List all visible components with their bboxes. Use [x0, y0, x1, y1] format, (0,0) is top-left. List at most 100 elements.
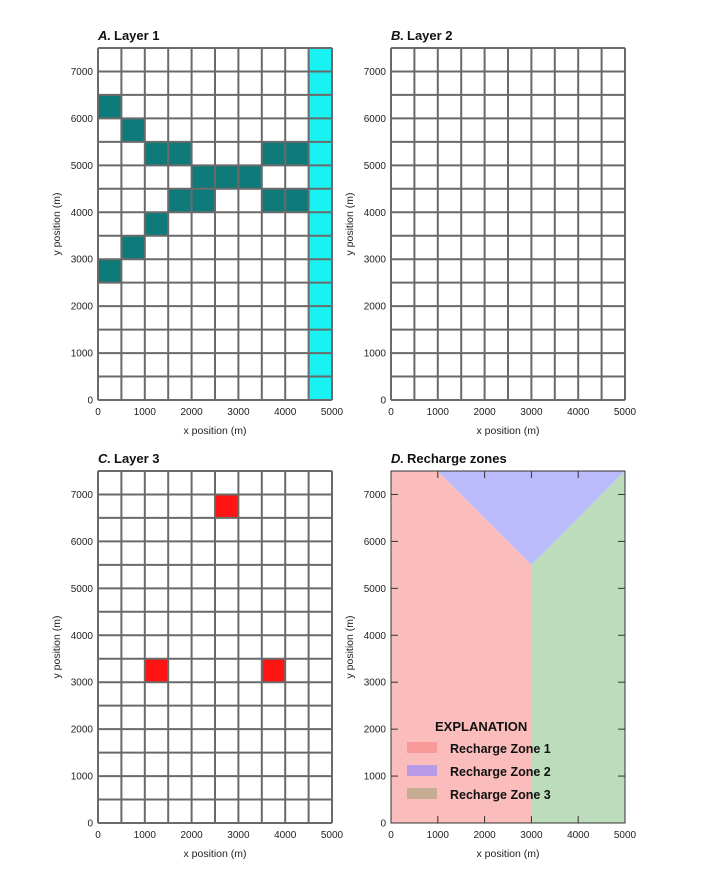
y-axis-label: y position (m): [51, 192, 63, 255]
x-tick-label: 0: [388, 830, 394, 841]
y-tick-label: 5000: [71, 584, 94, 595]
panel-letter: C.: [98, 451, 111, 466]
cyan-cell: [308, 118, 332, 142]
red-cell: [261, 658, 286, 683]
y-axis-label: y position (m): [344, 192, 356, 255]
teal-cell: [215, 165, 239, 189]
legend-swatch-zone-2: [407, 765, 437, 776]
x-tick-label: 2000: [473, 830, 496, 841]
y-tick-label: 2000: [71, 725, 94, 736]
y-tick-label: 5000: [364, 161, 387, 172]
panel-title: B. Layer 2: [391, 28, 453, 43]
y-axis-label: y position (m): [344, 615, 356, 678]
y-tick-label: 0: [87, 819, 93, 830]
cyan-cell: [308, 376, 332, 400]
y-tick-label: 0: [87, 396, 93, 407]
x-tick-label: 0: [95, 830, 101, 841]
recharge-zone-2: [437, 471, 625, 565]
y-tick-label: 6000: [364, 114, 387, 125]
y-tick-label: 5000: [364, 584, 387, 595]
panel-title-text: Layer 1: [114, 28, 160, 43]
plot-frame: [390, 470, 626, 824]
recharge-zone-1: [391, 471, 532, 823]
teal-cell: [98, 259, 122, 283]
red-cell: [215, 494, 239, 518]
x-tick-label: 2000: [180, 830, 203, 841]
panel-3: C. Layer 3 0 1000 2000 3000 4000 5000 0 1000 2000 3…: [51, 451, 344, 860]
y-tick-label: 0: [380, 396, 386, 407]
teal-cell: [261, 188, 286, 213]
teal-cell: [285, 188, 309, 213]
cyan-cell: [308, 188, 332, 213]
cyan-cell: [308, 259, 332, 283]
legend-label-zone-2: Recharge Zone 2: [450, 765, 551, 779]
y-tick-label: 1000: [71, 349, 94, 360]
cyan-cell: [308, 212, 332, 236]
teal-cell: [144, 141, 169, 166]
y-tick-label: 0: [380, 819, 386, 830]
x-tick-label: 3000: [227, 830, 250, 841]
teal-cell: [168, 188, 192, 213]
x-tick-label: 2000: [473, 407, 496, 418]
panel-title-text: Layer 3: [114, 451, 160, 466]
x-tick-label: 1000: [134, 407, 157, 418]
y-tick-label: 4000: [71, 208, 94, 219]
cyan-cell: [308, 329, 332, 354]
x-tick-label: 3000: [227, 407, 250, 418]
y-tick-label: 3000: [364, 255, 387, 266]
x-tick-label: 4000: [274, 407, 297, 418]
x-tick-label: 4000: [274, 830, 297, 841]
x-tick-label: 5000: [614, 830, 637, 841]
teal-cell: [121, 118, 145, 142]
legend-title: EXPLANATION: [435, 719, 527, 734]
x-tick-label: 5000: [321, 407, 344, 418]
cyan-cell: [308, 48, 332, 72]
panel-4: D. Recharge zones EXPLANATION Recharge Zone…: [344, 451, 637, 860]
y-tick-label: 4000: [364, 208, 387, 219]
y-tick-label: 1000: [71, 772, 94, 783]
panel-title: D. Recharge zones: [391, 451, 507, 466]
y-tick-label: 7000: [364, 67, 387, 78]
x-tick-label: 1000: [427, 830, 450, 841]
teal-cell: [98, 94, 122, 119]
panel-2: B. Layer 2 0 1000 2000 3000 4000 5000 0 1000 2000 3…: [344, 28, 637, 437]
x-axis-label: x position (m): [476, 425, 539, 437]
x-tick-label: 2000: [180, 407, 203, 418]
y-tick-label: 7000: [71, 490, 94, 501]
teal-cell: [261, 141, 286, 166]
recharge-zone-3: [531, 471, 625, 823]
y-tick-label: 4000: [364, 631, 387, 642]
teal-cell: [285, 141, 309, 166]
cyan-cell: [308, 282, 332, 307]
legend-swatch-zone-1: [407, 742, 437, 753]
y-tick-label: 2000: [71, 302, 94, 313]
panel-title-text: Layer 2: [407, 28, 453, 43]
panel-1: A. Layer 1 0 1000 2000 3000 4000 5000 0 1000 2000 3…: [51, 28, 344, 437]
legend-label-zone-1: Recharge Zone 1: [450, 742, 551, 756]
red-cell: [144, 658, 169, 683]
x-tick-label: 3000: [520, 407, 543, 418]
y-tick-label: 2000: [364, 302, 387, 313]
x-axis-label: x position (m): [476, 848, 539, 860]
legend-swatch-zone-3: [407, 788, 437, 799]
teal-cell: [191, 188, 215, 213]
x-tick-label: 5000: [321, 830, 344, 841]
y-tick-label: 2000: [364, 725, 387, 736]
teal-cell: [121, 235, 145, 260]
x-tick-label: 4000: [567, 407, 590, 418]
y-tick-label: 4000: [71, 631, 94, 642]
x-tick-label: 3000: [520, 830, 543, 841]
y-tick-label: 1000: [364, 772, 387, 783]
x-tick-label: 1000: [134, 830, 157, 841]
y-tick-label: 6000: [364, 537, 387, 548]
legend-label-zone-3: Recharge Zone 3: [450, 788, 551, 802]
panel-letter: B.: [391, 28, 404, 43]
cyan-cell: [308, 353, 332, 377]
cyan-cell: [308, 71, 332, 95]
cyan-cell: [308, 94, 332, 119]
x-axis-label: x position (m): [183, 848, 246, 860]
panel-title-text: Recharge zones: [407, 451, 507, 466]
y-tick-label: 3000: [71, 678, 94, 689]
y-tick-label: 3000: [364, 678, 387, 689]
